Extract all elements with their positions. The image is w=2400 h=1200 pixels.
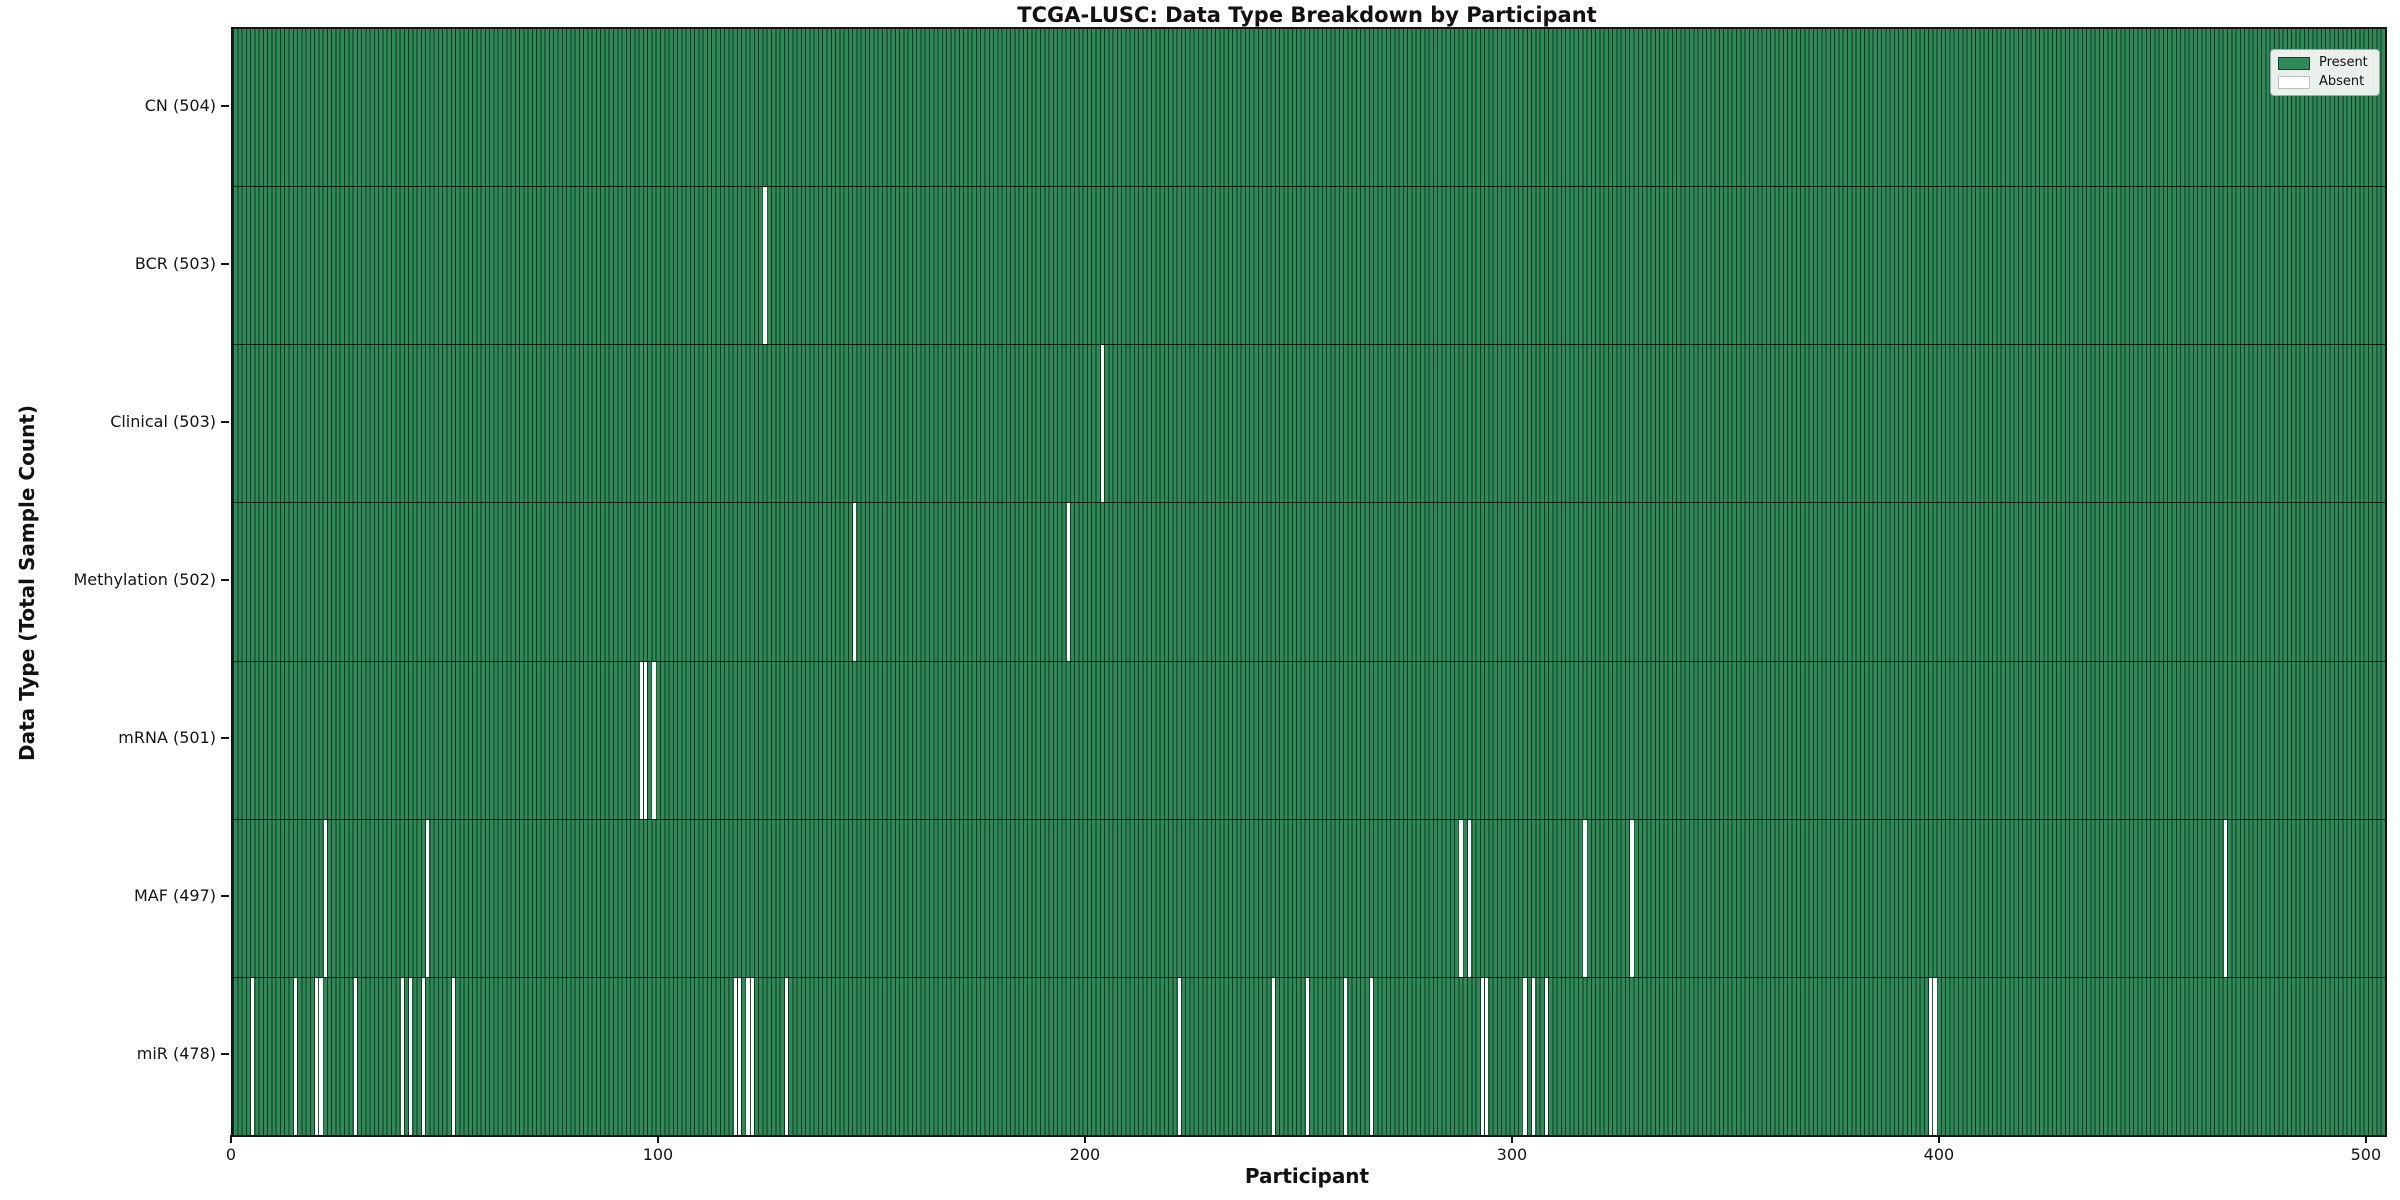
y-tick-mark	[221, 579, 229, 581]
absent-mark-miR-118	[737, 977, 742, 1135]
legend: Present Absent	[2270, 49, 2380, 96]
y-tick-mark	[221, 737, 229, 739]
plot-area: Present Absent	[231, 27, 2387, 1137]
absent-mark-Methylation-195	[1066, 503, 1070, 661]
absent-mark-miR-293	[1485, 977, 1489, 1135]
legend-label-absent: Absent	[2319, 74, 2365, 89]
absent-mark-miR-19	[315, 977, 319, 1135]
row-MAF	[233, 818, 2385, 977]
chart-title: TCGA-LUSC: Data Type Breakdown by Partic…	[1017, 3, 1597, 27]
absent-mark-miR-307	[1544, 977, 1549, 1135]
absent-mark-MAF-21	[323, 819, 327, 977]
row-mRNA	[233, 660, 2385, 819]
y-tick-mark	[221, 1053, 229, 1055]
y-tick-mark	[221, 421, 229, 423]
absent-mark-miR-14	[293, 977, 298, 1135]
absent-mark-miR-260	[1344, 977, 1348, 1135]
absent-mark-miR-292	[1480, 977, 1485, 1135]
x-tick-mark	[1083, 1135, 1086, 1143]
absent-mark-miR-117	[733, 977, 737, 1135]
absent-mark-miR-4	[251, 977, 255, 1135]
absent-mark-miR-243	[1271, 977, 1275, 1135]
absent-mark-mRNA-95	[639, 661, 643, 819]
absent-mark-miR-304	[1532, 977, 1536, 1135]
absent-swatch-icon	[2278, 75, 2310, 89]
x-tick-mark	[2364, 1135, 2367, 1143]
row-CN	[233, 29, 2385, 187]
absent-mark-miR-51	[451, 977, 456, 1135]
row-Methylation	[233, 502, 2385, 661]
absent-mark-BCR-124	[763, 187, 767, 345]
row-BCR	[233, 186, 2385, 345]
y-tick-mark	[221, 105, 229, 107]
absent-mark-miR-398	[1933, 977, 1937, 1135]
y-tick-label-BCR: BCR (503)	[134, 254, 216, 273]
x-tick-label-200: 200	[1069, 1145, 1101, 1164]
legend-label-present: Present	[2319, 55, 2368, 70]
absent-mark-miR-39	[400, 977, 404, 1135]
y-tick-label-miR: miR (478)	[136, 1044, 216, 1063]
x-tick-mark	[1937, 1135, 1940, 1143]
absent-mark-miR-266	[1369, 977, 1374, 1135]
absent-mark-miR-41	[409, 977, 413, 1135]
absent-mark-mRNA-96	[643, 661, 648, 819]
absent-mark-miR-397	[1929, 977, 1933, 1135]
legend-item-absent: Absent	[2278, 75, 2371, 89]
x-tick-label-400: 400	[1923, 1145, 1955, 1164]
absent-mark-mRNA-98	[652, 661, 656, 819]
legend-item-present: Present	[2278, 56, 2371, 70]
absent-mark-miR-120	[746, 977, 750, 1135]
y-tick-mark	[221, 895, 229, 897]
x-tick-label-0: 0	[225, 1145, 237, 1164]
x-tick-label-300: 300	[1496, 1145, 1528, 1164]
x-tick-label-500: 500	[2350, 1145, 2382, 1164]
y-tick-label-mRNA: mRNA (501)	[118, 728, 216, 747]
absent-mark-MAF-45	[426, 819, 430, 977]
row-miR	[233, 976, 2385, 1135]
absent-mark-MAF-327	[1630, 819, 1634, 977]
absent-mark-miR-251	[1305, 977, 1309, 1135]
presence-matrix	[233, 29, 2385, 1135]
y-tick-label-CN: CN (504)	[144, 96, 216, 115]
y-tick-mark	[221, 263, 229, 265]
absent-mark-Methylation-145	[853, 503, 857, 661]
absent-mark-miR-121	[750, 977, 754, 1135]
absent-mark-MAF-289	[1467, 819, 1472, 977]
y-tick-label-Clinical: Clinical (503)	[110, 412, 216, 431]
x-tick-label-100: 100	[642, 1145, 674, 1164]
absent-mark-MAF-466	[2223, 819, 2227, 977]
x-tick-mark	[656, 1135, 659, 1143]
absent-mark-MAF-316	[1583, 819, 1587, 977]
x-axis-label: Participant	[1244, 1164, 1370, 1188]
present-swatch-icon	[2278, 56, 2310, 70]
y-tick-label-Methylation: Methylation (502)	[73, 570, 216, 589]
row-Clinical	[233, 344, 2385, 503]
absent-mark-miR-44	[421, 977, 426, 1135]
absent-mark-miR-20	[319, 977, 323, 1135]
absent-mark-miR-302	[1523, 977, 1527, 1135]
absent-mark-miR-221	[1177, 977, 1181, 1135]
y-tick-label-MAF: MAF (497)	[133, 886, 216, 905]
absent-mark-miR-129	[784, 977, 789, 1135]
x-tick-mark	[1510, 1135, 1513, 1143]
absent-mark-MAF-287	[1459, 819, 1463, 977]
absent-mark-Clinical-203	[1100, 345, 1105, 503]
x-tick-mark	[230, 1135, 232, 1143]
absent-mark-miR-28	[353, 977, 357, 1135]
